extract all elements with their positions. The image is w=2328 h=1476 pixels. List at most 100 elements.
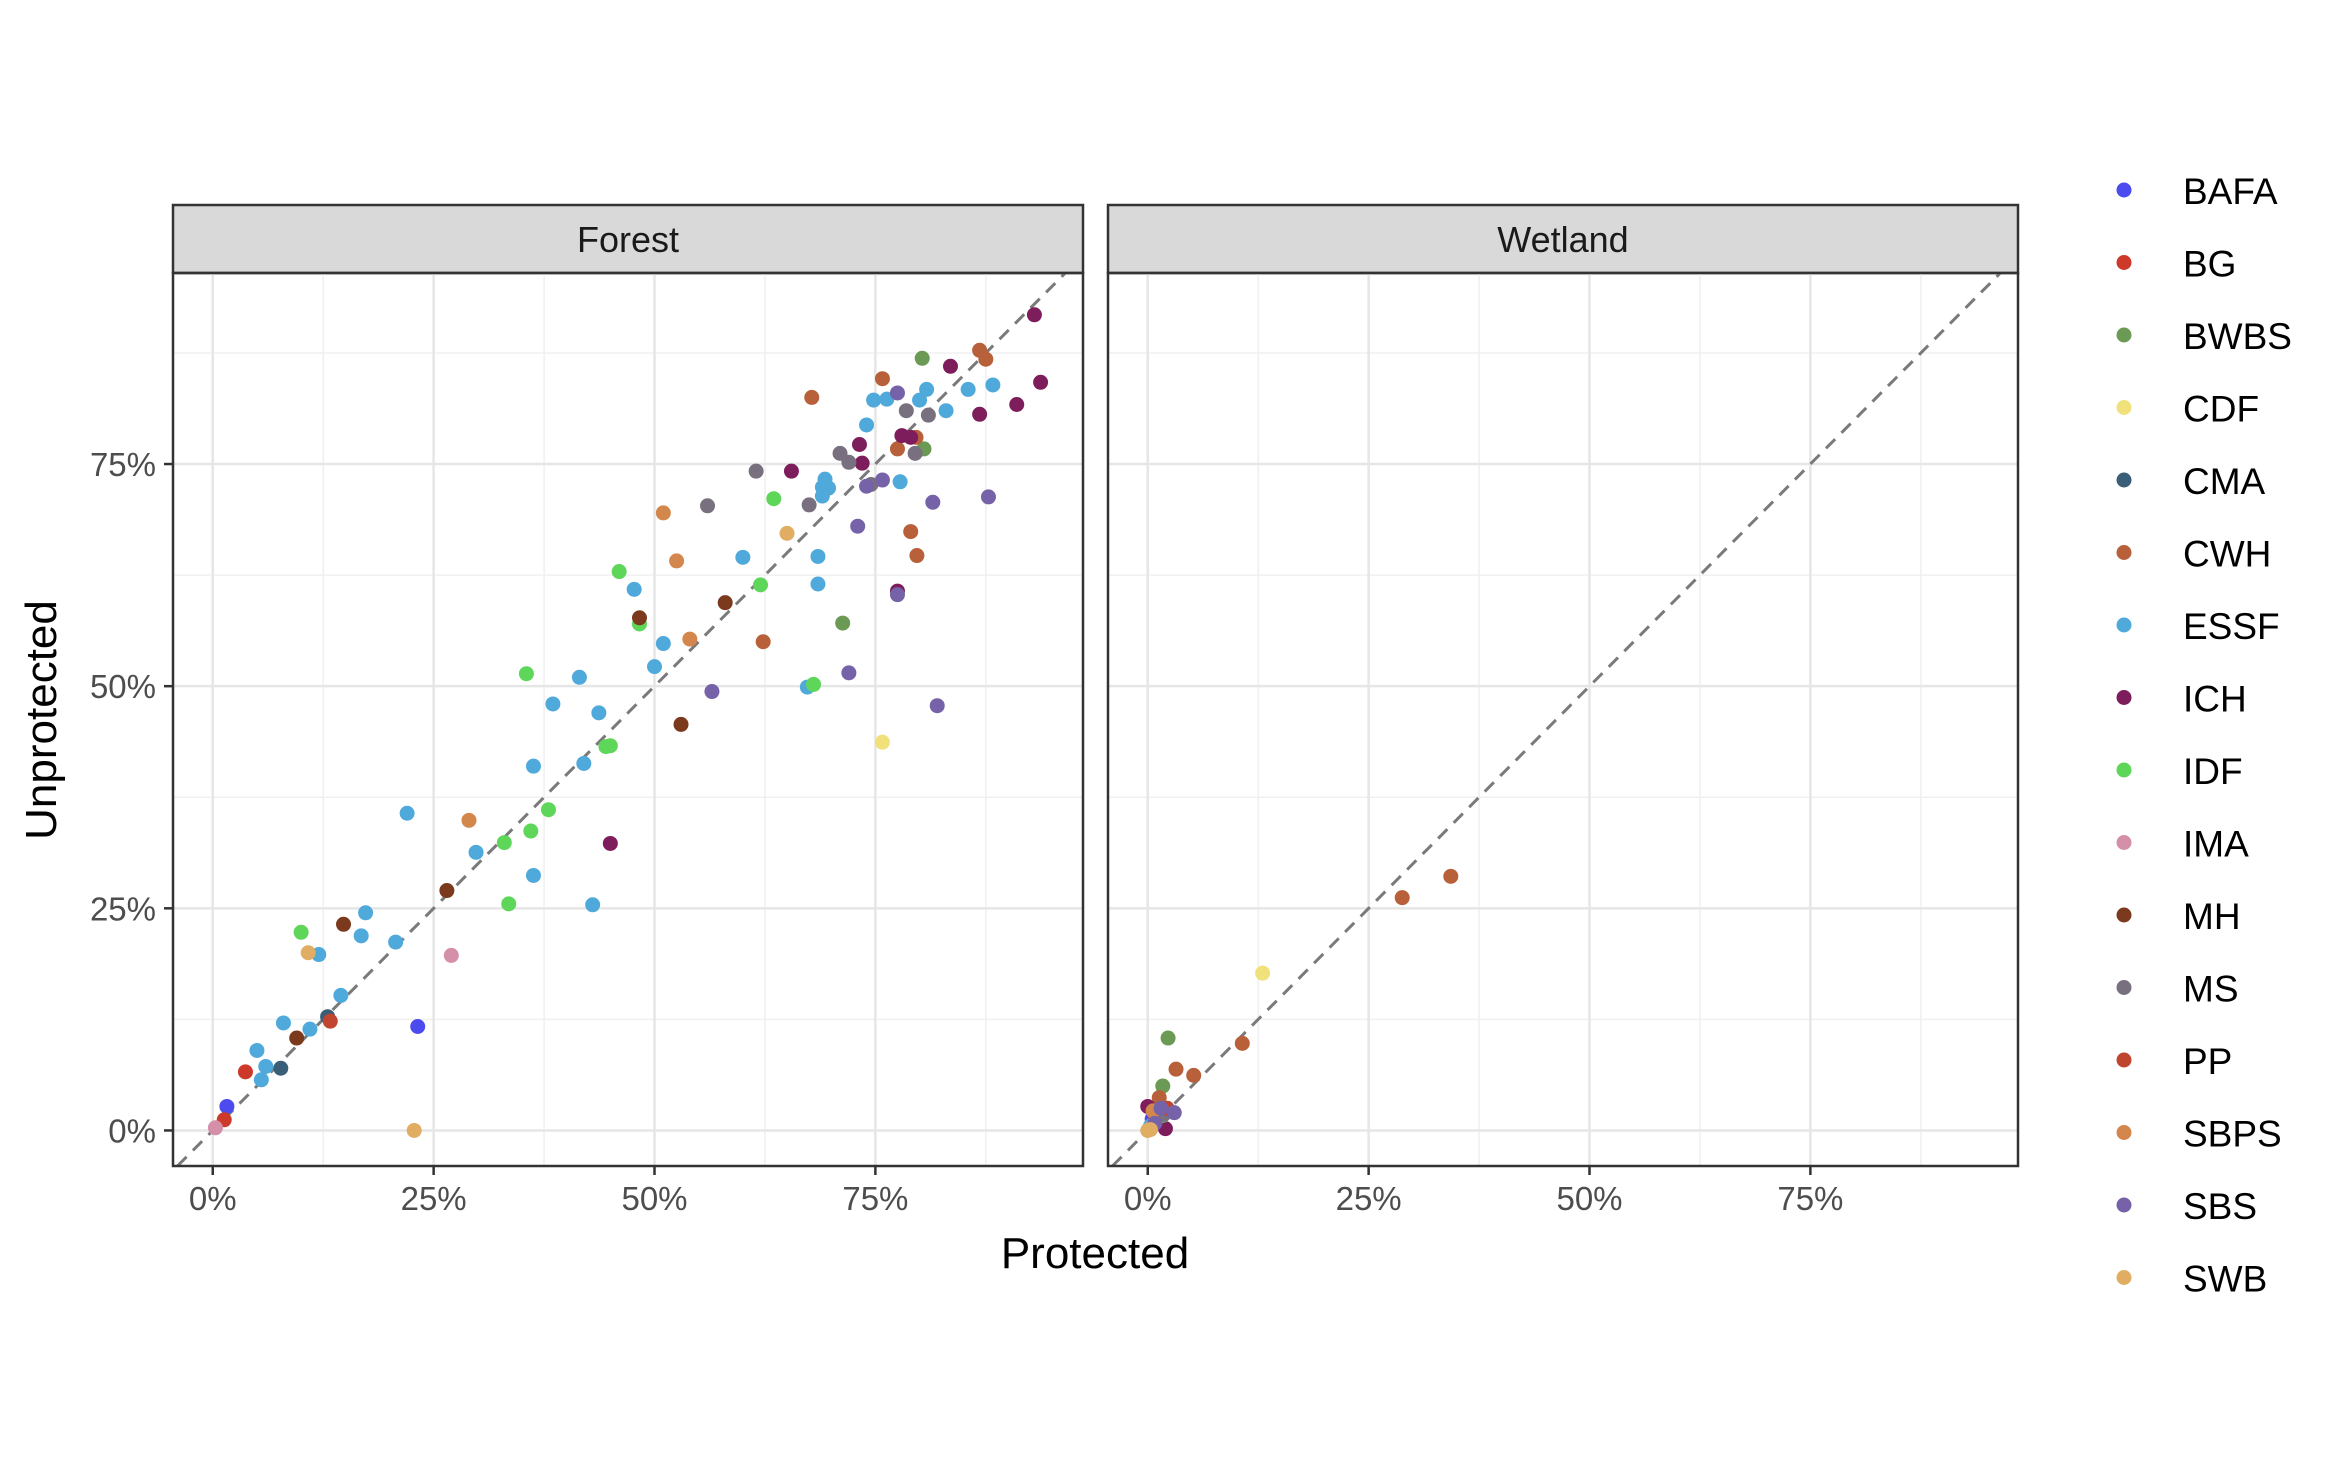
data-point-sbs bbox=[1153, 1100, 1169, 1116]
data-point-ima bbox=[443, 947, 459, 963]
legend-label-idf: IDF bbox=[2183, 751, 2243, 792]
strip-label-wetland: Wetland bbox=[1497, 219, 1628, 260]
data-point-essf bbox=[859, 417, 875, 433]
legend-label-cwh: CWH bbox=[2183, 534, 2271, 575]
data-point-essf bbox=[353, 928, 369, 944]
legend-key-ich bbox=[2116, 690, 2132, 705]
data-point-ich bbox=[854, 455, 870, 471]
data-point-cwh bbox=[1234, 1035, 1250, 1051]
data-point-sbps bbox=[682, 631, 698, 647]
data-point-essf bbox=[938, 403, 954, 419]
data-point-bwbs bbox=[835, 615, 851, 631]
data-point-sbs bbox=[980, 489, 996, 505]
data-point-essf bbox=[735, 549, 751, 565]
data-point-pp bbox=[322, 1013, 338, 1029]
legend-label-sbps: SBPS bbox=[2183, 1114, 2282, 1155]
data-point-cwh bbox=[903, 524, 919, 540]
legend-key-ms bbox=[2116, 980, 2132, 995]
data-point-ms bbox=[748, 463, 764, 479]
data-point-cwh bbox=[909, 548, 925, 564]
data-point-essf bbox=[249, 1042, 265, 1058]
data-point-sbs bbox=[889, 385, 905, 401]
legend-key-bwbs bbox=[2116, 327, 2132, 343]
data-point-ms bbox=[801, 497, 817, 513]
data-point-essf bbox=[302, 1021, 318, 1037]
data-point-swb bbox=[779, 525, 795, 541]
legend-key-sbs bbox=[2116, 1197, 2132, 1213]
legend-key-idf bbox=[2116, 762, 2132, 778]
data-point-sbps bbox=[669, 553, 685, 569]
x-tick-label: 25% bbox=[401, 1180, 467, 1217]
x-axis-title: Protected bbox=[1001, 1229, 1189, 1278]
x-ticks-wetland: 0% 25% 50% 75% bbox=[1124, 1166, 1843, 1217]
data-point-essf bbox=[576, 755, 592, 771]
data-point-cwh bbox=[804, 389, 820, 405]
data-point-cwh bbox=[874, 371, 890, 387]
data-point-mh bbox=[673, 716, 689, 732]
panel-wetland: Wetland 0% 25% 50% 75% bbox=[1106, 203, 2020, 1217]
data-point-essf bbox=[655, 636, 671, 652]
panel-border-wetland bbox=[1106, 271, 2020, 1168]
legend-label-sbs: SBS bbox=[2183, 1186, 2257, 1227]
data-point-bafa bbox=[410, 1018, 426, 1034]
reference-line-y-equals-x bbox=[1111, 271, 2002, 1168]
legend-label-ima: IMA bbox=[2183, 824, 2249, 865]
legend-key-swb bbox=[2116, 1270, 2132, 1285]
x-tick-label: 0% bbox=[1124, 1180, 1172, 1217]
data-point-sbs bbox=[929, 698, 945, 714]
x-tick-label: 50% bbox=[1556, 1180, 1622, 1217]
data-point-sbs bbox=[874, 472, 890, 488]
strip-forest bbox=[171, 203, 1085, 275]
data-point-ms bbox=[920, 407, 936, 423]
data-point-essf bbox=[919, 381, 935, 397]
data-point-swb bbox=[406, 1122, 422, 1138]
data-point-ich bbox=[851, 436, 867, 452]
data-point-sbps bbox=[461, 812, 477, 828]
data-point-idf bbox=[496, 835, 512, 851]
data-point-ich bbox=[1033, 374, 1049, 390]
data-point-essf bbox=[525, 867, 541, 883]
data-point-essf bbox=[810, 576, 826, 592]
legend-label-mh: MH bbox=[2183, 896, 2241, 937]
y-tick-label: 25% bbox=[90, 890, 156, 927]
data-point-cwh bbox=[1168, 1061, 1184, 1077]
data-point-sbs bbox=[925, 494, 941, 510]
legend-label-bg: BG bbox=[2183, 244, 2236, 285]
x-tick-label: 25% bbox=[1336, 1180, 1402, 1217]
legend-key-sbps bbox=[2116, 1125, 2132, 1140]
data-point-bwbs bbox=[1160, 1030, 1176, 1046]
data-point-sbs bbox=[1166, 1105, 1182, 1121]
grid-wetland bbox=[1108, 273, 2018, 1166]
data-point-cwh bbox=[1394, 890, 1410, 906]
data-point-cwh bbox=[1443, 868, 1459, 884]
data-point-ms bbox=[907, 445, 923, 461]
data-point-essf bbox=[960, 381, 976, 397]
x-ticks-forest: 0% 25% 50% 75% bbox=[189, 1166, 908, 1217]
legend-key-bg bbox=[2116, 255, 2132, 270]
data-point-idf bbox=[540, 802, 556, 818]
legend-label-ms: MS bbox=[2183, 969, 2239, 1010]
data-point-essf bbox=[358, 905, 374, 921]
y-tick-label: 75% bbox=[90, 446, 156, 483]
data-point-mh bbox=[439, 883, 455, 899]
data-point-sbs bbox=[859, 478, 875, 494]
legend-key-bafa bbox=[2116, 182, 2132, 198]
data-point-essf bbox=[468, 844, 484, 860]
legend-label-swb: SWB bbox=[2183, 1259, 2267, 1300]
data-point-ich bbox=[903, 429, 919, 445]
data-point-swb bbox=[300, 945, 316, 961]
data-point-essf bbox=[892, 474, 908, 490]
data-point-sbs bbox=[850, 518, 866, 534]
data-point-essf bbox=[258, 1058, 274, 1074]
data-point-swb bbox=[1140, 1122, 1156, 1138]
legend-key-pp bbox=[2116, 1052, 2132, 1068]
legend-key-cdf bbox=[2116, 400, 2132, 415]
data-point-bg bbox=[237, 1064, 253, 1080]
data-point-cwh bbox=[978, 351, 994, 367]
data-point-idf bbox=[611, 564, 627, 580]
data-point-cwh bbox=[1186, 1067, 1202, 1083]
data-point-ich bbox=[972, 406, 988, 422]
data-point-mh bbox=[336, 916, 352, 932]
data-point-mh bbox=[631, 610, 647, 626]
